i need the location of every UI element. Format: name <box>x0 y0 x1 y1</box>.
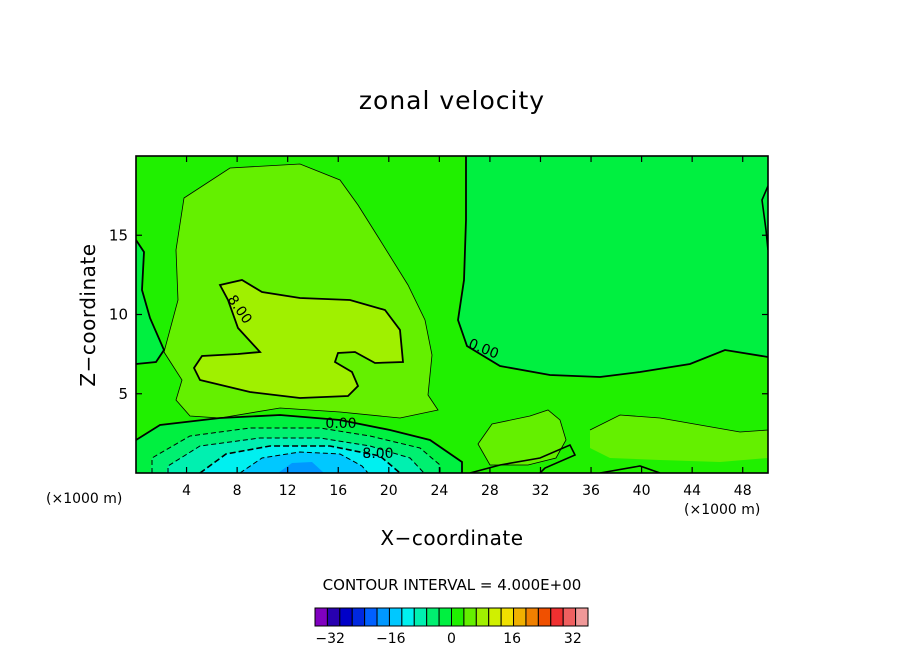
colorbar-swatch-11 <box>451 607 465 627</box>
x-axis-label: X−coordinate <box>380 526 524 550</box>
x-tick-label-4: 20 <box>380 483 398 499</box>
x-tick-label-8: 36 <box>582 483 600 499</box>
colorbar-swatch-3 <box>351 607 366 627</box>
colorbar-swatch-18 <box>537 607 552 627</box>
colorbar-swatch-5 <box>376 607 390 627</box>
colorbar-swatch-6 <box>388 607 403 627</box>
x-tick-label-7: 32 <box>532 483 550 499</box>
y-axis-label: Z−coordinate <box>76 243 100 387</box>
contour-jet-dash-4 <box>239 451 369 473</box>
contour-core <box>192 279 404 399</box>
contour-right-edge <box>761 185 768 251</box>
field-lower-patch-1 <box>478 410 566 465</box>
contour-label-3: 8.00 <box>362 446 393 462</box>
colorbar-swatch-21 <box>575 607 589 627</box>
x-tick-label-3: 16 <box>329 483 347 499</box>
colorbar-swatch-8 <box>413 607 428 627</box>
x-unit-right: (×1000 m) <box>684 502 761 518</box>
colorbar-tick-label-1: −16 <box>376 631 406 647</box>
contour-jet-dash-3 <box>199 445 401 473</box>
colorbar-swatch-2 <box>339 607 353 627</box>
colorbar-swatch-19 <box>550 607 564 627</box>
contour-zero-jet <box>136 414 463 473</box>
contour-interval: CONTOUR INTERVAL = 4.000E+00 <box>322 576 582 594</box>
colorbar-swatch-17 <box>525 607 539 627</box>
contour-lower-3 <box>469 443 577 473</box>
contour-lower-2 <box>589 414 768 433</box>
colorbar-swatch-10 <box>438 607 453 627</box>
colorbar-swatch-7 <box>401 607 415 627</box>
colorbar-swatch-12 <box>463 607 477 627</box>
contour-fields <box>136 156 768 473</box>
colorbar-swatch-13 <box>475 607 490 627</box>
chart-title: zonal velocity <box>358 86 546 115</box>
x-tick-label-11: 48 <box>734 483 752 499</box>
contour-plume <box>163 163 439 419</box>
colorbar-tick-label-4: 32 <box>564 631 582 647</box>
colorbar-tick-label-2: 0 <box>447 631 456 647</box>
field-right-zero <box>458 156 768 377</box>
colorbar-swatch-0 <box>314 607 328 627</box>
contour-label-2: 0.00 <box>325 416 356 432</box>
colorbar-swatch-15 <box>500 607 515 627</box>
x-tick-label-0: 4 <box>182 483 191 499</box>
x-tick-label-2: 12 <box>279 483 297 499</box>
x-unit-left: (×1000 m) <box>46 491 123 507</box>
colorbar-swatch-1 <box>326 607 341 627</box>
colorbar-tick-label-3: 16 <box>503 631 521 647</box>
colorbar-swatch-16 <box>513 607 527 627</box>
contour-jet-dash-1 <box>151 427 441 473</box>
x-tick-label-6: 28 <box>481 483 499 499</box>
y-tick-label-0: 5 <box>118 385 128 403</box>
colorbar-swatch-14 <box>488 607 502 627</box>
contour-lines <box>136 156 768 473</box>
contour-zero-left <box>136 239 166 365</box>
colorbar-swatch-9 <box>426 607 440 627</box>
contour-zero-right <box>457 156 768 378</box>
contour-lower-1 <box>477 409 567 466</box>
colorbar-tick-label-0: −32 <box>315 631 345 647</box>
field-jet-5 <box>278 462 324 473</box>
contour-jet-dash-2 <box>167 437 425 473</box>
colorbar-swatch-4 <box>364 607 378 627</box>
colorbar: −32 −16 0 16 32 <box>314 607 589 647</box>
y-tick-label-1: 10 <box>109 306 128 324</box>
y-tick-label-2: 15 <box>109 226 128 244</box>
field-core <box>194 280 403 398</box>
x-tick-label-1: 8 <box>233 483 242 499</box>
field-lower-patch-2 <box>590 415 768 462</box>
colorbar-swatch-20 <box>562 607 577 627</box>
x-tick-label-5: 24 <box>430 483 448 499</box>
x-tick-label-10: 44 <box>683 483 701 499</box>
contour-lower-4 <box>599 465 661 473</box>
x-tick-label-9: 40 <box>633 483 651 499</box>
